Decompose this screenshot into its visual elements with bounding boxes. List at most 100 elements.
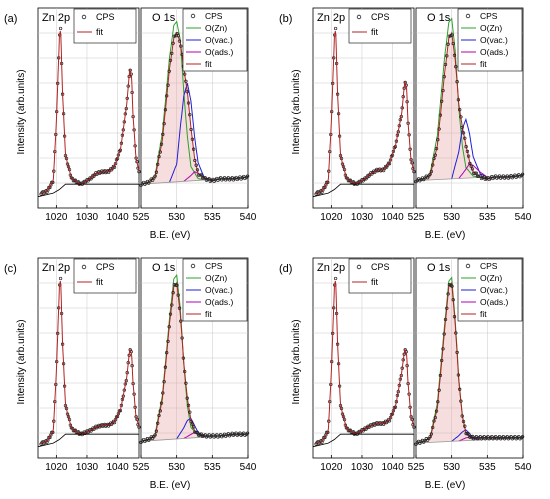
cps-point (167, 69, 171, 73)
cps-point (441, 347, 445, 351)
cps-point (186, 403, 191, 408)
legend-label: CPS (371, 262, 390, 272)
cps-point (166, 339, 170, 344)
x-tick-label: 530 (443, 462, 460, 473)
cps-point (431, 163, 435, 167)
panel-a: (a) Intensity (arb.units) 1020 1030 1040 Zn 2… (4, 7, 257, 241)
cps-point (474, 171, 478, 175)
legend-label: O(ads.) (205, 297, 234, 307)
cps-point (465, 149, 470, 154)
cps-point (191, 425, 196, 429)
cps-point (473, 171, 477, 175)
x-tick-label: 535 (479, 212, 496, 223)
legend-label: fit (205, 59, 212, 69)
cps-point (436, 400, 440, 404)
o-title: O 1s (427, 262, 451, 274)
cps-point (459, 399, 463, 403)
legend-box (348, 8, 412, 44)
cps-point (460, 414, 464, 418)
cps-point (165, 351, 169, 355)
panel-c: (c) Intensity (arb.units) 1020 1030 1040 Zn 2… (4, 257, 257, 491)
x-tick-label: 1020 (45, 462, 68, 473)
cps-point (153, 174, 157, 178)
cps-point (171, 291, 175, 295)
x-tick-label: 1020 (320, 462, 343, 473)
cps-point (185, 396, 189, 400)
cps-point (470, 167, 475, 171)
cps-point (157, 413, 161, 418)
zn-title: Zn 2p (42, 12, 70, 24)
legend-label: CPS (371, 12, 390, 22)
cps-point (456, 98, 461, 102)
legend-label: fit (96, 277, 104, 287)
x-axis-label: B.E. (eV) (425, 480, 466, 491)
x-tick-label: 1040 (381, 462, 404, 473)
cps-point (446, 292, 450, 296)
cps-point (183, 72, 187, 76)
fit-envelope-fill (141, 282, 248, 442)
x-tick-label: 525 (408, 462, 425, 473)
cps-point (176, 293, 180, 297)
cps-point (190, 137, 195, 141)
o-subplot: 525 530 535 540 O 1s CPS O(Zn) O(vac.) O(ads.) fi… (408, 257, 532, 473)
cps-point (432, 156, 436, 161)
cps-point (181, 356, 186, 360)
legend-label: O(vac.) (205, 35, 233, 45)
cps-point (199, 432, 203, 436)
background-line (140, 176, 249, 185)
x-tick-label: 1030 (351, 212, 374, 223)
cps-point (157, 154, 161, 159)
legend-label: CPS (205, 261, 223, 271)
cps-point (168, 58, 173, 63)
cps-point (156, 421, 160, 425)
x-tick-label: 540 (240, 462, 257, 473)
series-oads-line (458, 163, 488, 179)
x-tick-label: 1030 (76, 462, 99, 473)
cps-point (194, 163, 198, 167)
cps-point (466, 432, 471, 436)
cps-point (438, 113, 443, 117)
cps-point (58, 26, 63, 31)
cps-point (440, 99, 444, 103)
x-tick-label: 1040 (106, 462, 129, 473)
legend-label: fit (205, 309, 212, 319)
legend: CPS fit (73, 8, 137, 44)
cps-point (428, 435, 432, 439)
panel-letter: (d) (279, 263, 292, 275)
series-fit-line (315, 31, 415, 194)
cps-point (520, 172, 525, 176)
cps-point (455, 350, 459, 355)
cps-point (436, 138, 440, 142)
series-cps-markers (139, 31, 250, 187)
cps-point (433, 415, 437, 420)
x-tick-label: 1020 (320, 212, 343, 223)
series-cps-markers (414, 33, 525, 184)
cps-point (441, 88, 445, 93)
cps-point (195, 430, 200, 435)
legend: CPS O(Zn) O(vac.) O(ads.) fit (457, 258, 523, 322)
x-axis-label: B.E. (eV) (150, 480, 191, 491)
cps-point (195, 168, 200, 172)
series-ovac-line (451, 117, 488, 180)
cps-point (442, 332, 446, 336)
cps-point (154, 170, 159, 174)
legend-label: O(vac.) (480, 35, 508, 45)
cps-point (190, 422, 195, 426)
series-cps-markers (414, 283, 525, 446)
cps-point (469, 164, 473, 168)
cps-point (159, 401, 164, 405)
cps-point (433, 153, 437, 157)
cps-point (445, 306, 449, 310)
cps-point (202, 176, 206, 180)
cps-point (333, 26, 338, 31)
y-axis-label: Intensity (arb.units) (291, 69, 302, 154)
panel-d: (d) Intensity (arb.units) 1020 1030 1040 Zn 2… (279, 257, 532, 491)
legend-label: fit (371, 27, 379, 37)
x-tick-label: 525 (133, 212, 150, 223)
legend-marker (81, 264, 87, 270)
panel-letter: (c) (4, 263, 17, 275)
y-axis-label: Intensity (arb.units) (16, 319, 27, 404)
cps-point (191, 147, 196, 151)
cps-point (443, 62, 448, 67)
cps-point (159, 142, 164, 146)
